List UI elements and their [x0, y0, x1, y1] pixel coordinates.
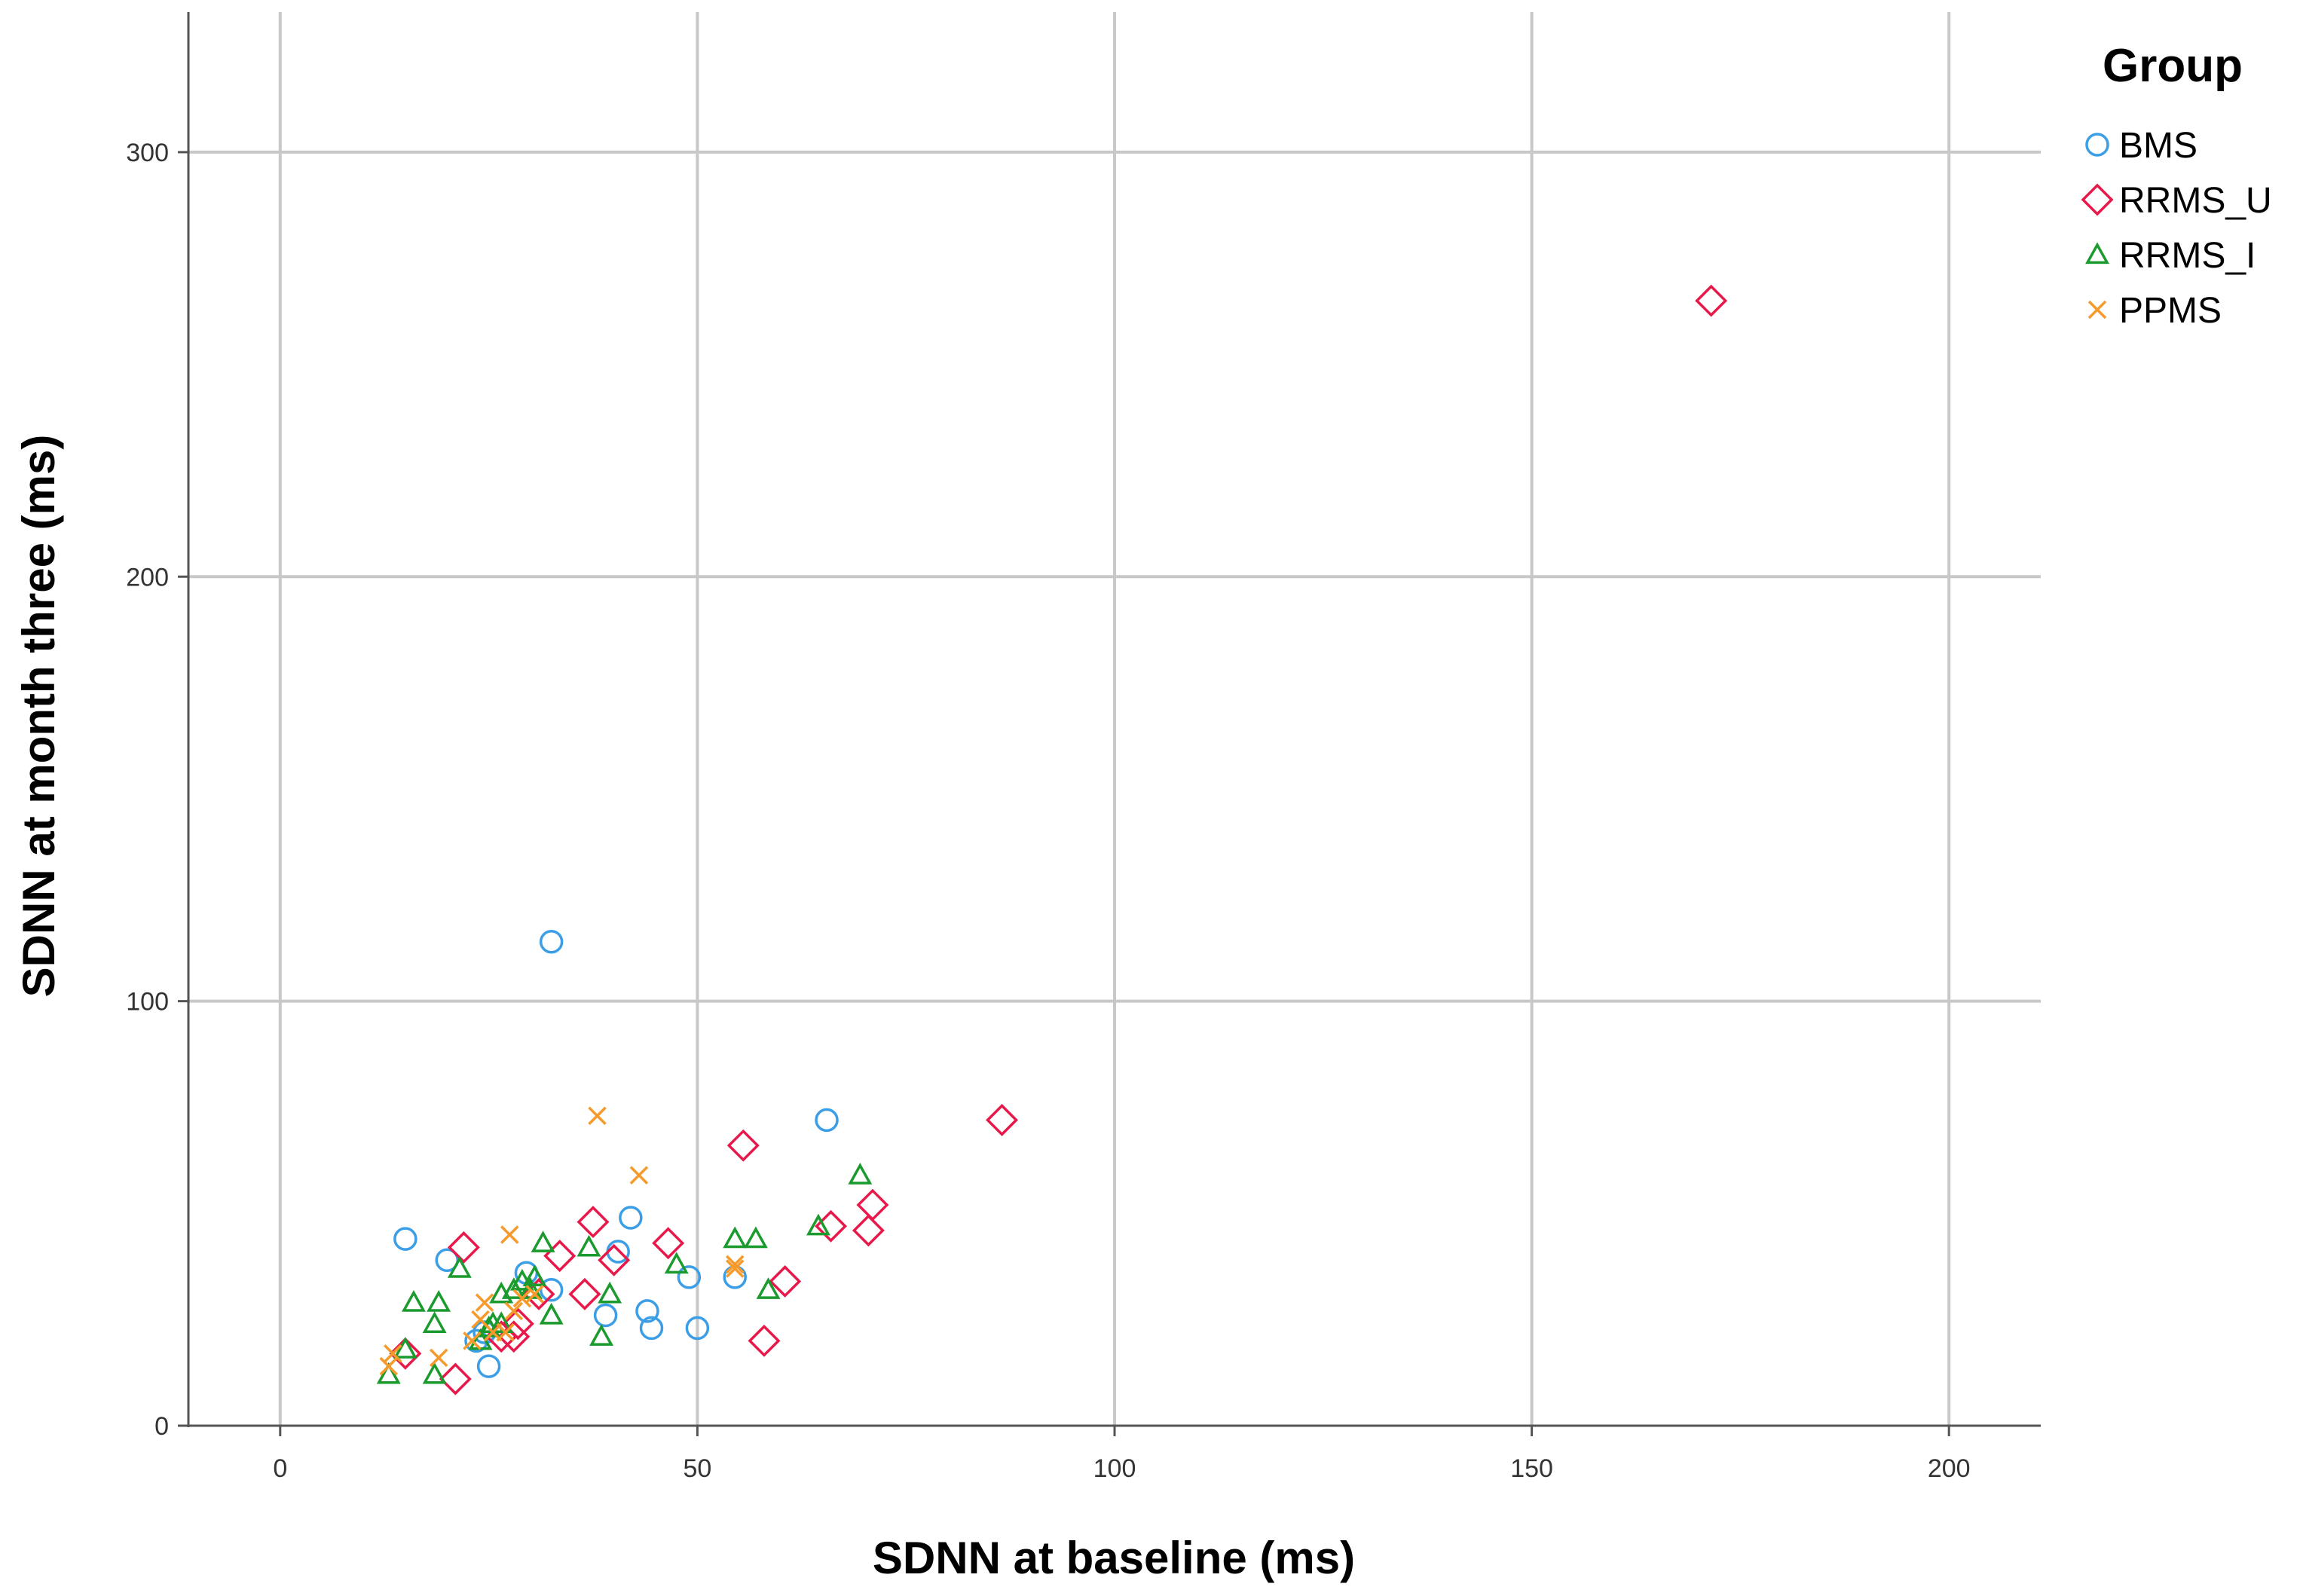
data-point	[588, 1106, 607, 1125]
x-tick-label: 0	[273, 1454, 287, 1483]
data-point	[379, 1356, 398, 1376]
data-point	[376, 1362, 401, 1384]
data-point	[589, 1324, 614, 1346]
legend-label: BMS	[2119, 126, 2197, 166]
data-point	[629, 1166, 649, 1185]
legend-item: PPMS	[2087, 291, 2222, 331]
data-point	[743, 1226, 768, 1249]
data-point	[769, 1264, 802, 1298]
data-point	[1695, 284, 1728, 317]
x-tick-label: 50	[683, 1454, 711, 1483]
data-point	[723, 1265, 747, 1289]
data-point	[401, 1290, 426, 1312]
data-point	[806, 1213, 830, 1236]
data-point	[447, 1255, 472, 1278]
data-point	[726, 1129, 760, 1162]
data-point	[422, 1362, 447, 1384]
series-rrms-u	[389, 284, 1728, 1396]
data-point	[539, 1277, 564, 1302]
data-point	[723, 1226, 748, 1249]
data-point	[539, 1302, 564, 1325]
data-point	[598, 1243, 631, 1276]
legend-marker	[2085, 133, 2109, 157]
data-point	[577, 1234, 601, 1257]
data-point	[725, 1259, 745, 1278]
legend: Group BMS RRMS_U RRMS_I PPMS	[2081, 40, 2272, 331]
data-point	[725, 1255, 745, 1274]
data-point	[848, 1163, 873, 1185]
data-point	[748, 1324, 781, 1357]
data-point	[496, 1322, 515, 1342]
legend-marker	[2081, 183, 2114, 216]
data-point	[429, 1348, 448, 1368]
x-tick-label: 150	[1510, 1454, 1553, 1483]
data-point	[393, 1227, 417, 1251]
x-tick-label: 100	[1093, 1454, 1136, 1483]
data-point	[504, 1301, 524, 1321]
legend-item: RRMS_U	[2081, 181, 2272, 221]
data-point	[815, 1209, 848, 1243]
data-point	[500, 1225, 519, 1244]
y-tick-label: 200	[126, 563, 169, 592]
data-points	[376, 284, 1728, 1396]
data-point	[427, 1290, 451, 1312]
data-point	[856, 1188, 889, 1221]
series-rrms-i	[376, 1163, 873, 1384]
data-point	[447, 1231, 480, 1264]
data-point	[619, 1206, 643, 1230]
y-tick-label: 300	[126, 139, 169, 167]
x-axis: 0 50 100 150 200	[273, 1426, 1971, 1483]
data-point	[756, 1277, 781, 1299]
data-point	[475, 1293, 494, 1312]
y-tick-label: 100	[126, 988, 169, 1017]
data-point	[664, 1252, 689, 1274]
data-point	[489, 1281, 514, 1304]
y-axis: 0 100 200 300	[126, 139, 188, 1441]
data-point	[593, 1303, 618, 1328]
legend-label: RRMS_I	[2119, 236, 2256, 276]
data-point	[476, 1354, 501, 1378]
data-point	[522, 1264, 547, 1286]
series-bms	[393, 930, 839, 1378]
data-point	[512, 1289, 532, 1308]
data-point	[463, 1332, 482, 1350]
legend-label: RRMS_U	[2119, 181, 2272, 221]
legend-label: PPMS	[2119, 291, 2222, 331]
data-point	[815, 1108, 839, 1133]
data-point	[685, 1316, 710, 1341]
data-point	[501, 1307, 534, 1341]
data-point	[531, 1231, 555, 1252]
legend-marker	[2085, 242, 2109, 264]
y-axis-title: SDNN at month three (ms)	[14, 435, 64, 998]
data-point	[384, 1344, 402, 1363]
x-tick-label: 200	[1928, 1454, 1971, 1483]
x-axis-title: SDNN at baseline (ms)	[873, 1533, 1355, 1583]
data-point	[539, 930, 564, 954]
legend-marker	[2087, 300, 2107, 320]
legend-item: RRMS_I	[2085, 236, 2256, 276]
data-point	[677, 1265, 702, 1289]
legend-title: Group	[2103, 40, 2243, 92]
data-point	[393, 1336, 417, 1359]
data-point	[852, 1214, 885, 1247]
data-point	[568, 1277, 601, 1310]
data-point	[635, 1299, 659, 1323]
grid-lines	[188, 12, 2041, 1426]
y-tick-label: 0	[154, 1412, 169, 1441]
series-ppms	[379, 1106, 745, 1376]
data-point	[598, 1281, 622, 1304]
data-point	[577, 1206, 610, 1239]
data-point	[525, 1285, 544, 1304]
data-point	[986, 1103, 1019, 1136]
data-point	[652, 1227, 685, 1260]
legend-item: BMS	[2085, 126, 2197, 166]
data-point	[422, 1311, 447, 1333]
data-point	[639, 1316, 664, 1341]
data-point	[389, 1337, 422, 1370]
data-point	[439, 1362, 472, 1396]
data-point	[489, 1311, 514, 1333]
